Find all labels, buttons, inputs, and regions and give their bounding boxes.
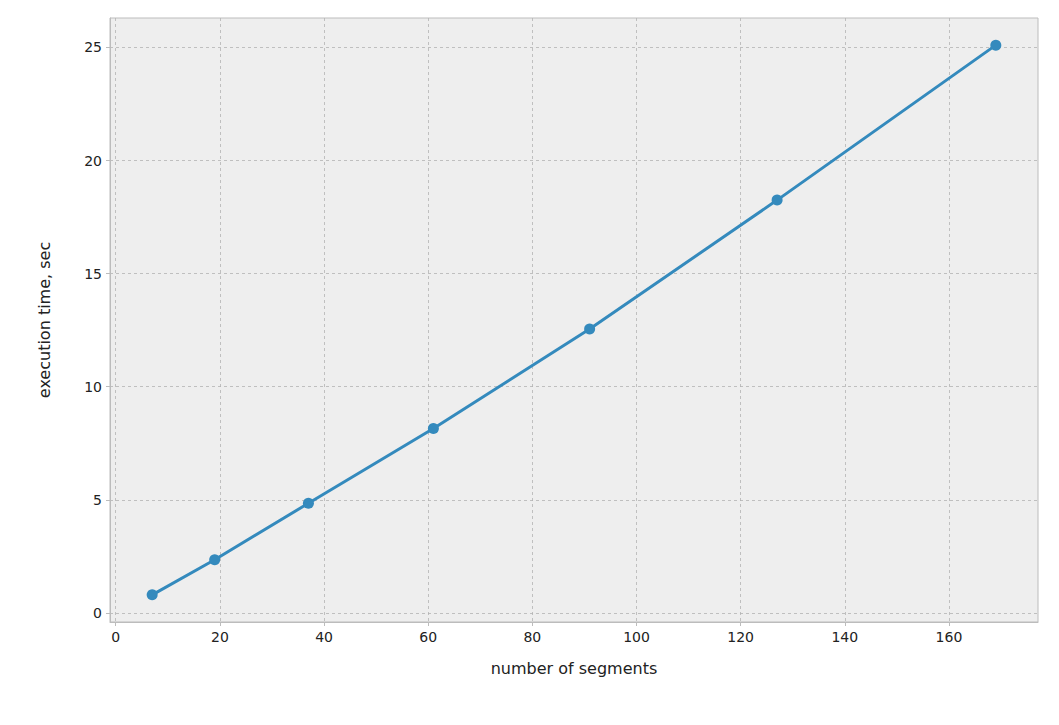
svg-text:140: 140 [831,629,858,645]
svg-text:25: 25 [84,39,102,55]
svg-text:0: 0 [93,605,102,621]
svg-text:120: 120 [727,629,754,645]
svg-text:20: 20 [84,153,102,169]
svg-text:15: 15 [84,266,102,282]
svg-text:40: 40 [315,629,333,645]
svg-text:0: 0 [111,629,120,645]
svg-text:5: 5 [93,492,102,508]
svg-text:execution time, sec: execution time, sec [35,242,54,398]
svg-text:160: 160 [936,629,963,645]
svg-text:80: 80 [523,629,541,645]
svg-text:10: 10 [84,379,102,395]
svg-text:20: 20 [211,629,229,645]
svg-text:60: 60 [419,629,437,645]
svg-text:number of segments: number of segments [491,659,658,678]
svg-text:100: 100 [623,629,650,645]
